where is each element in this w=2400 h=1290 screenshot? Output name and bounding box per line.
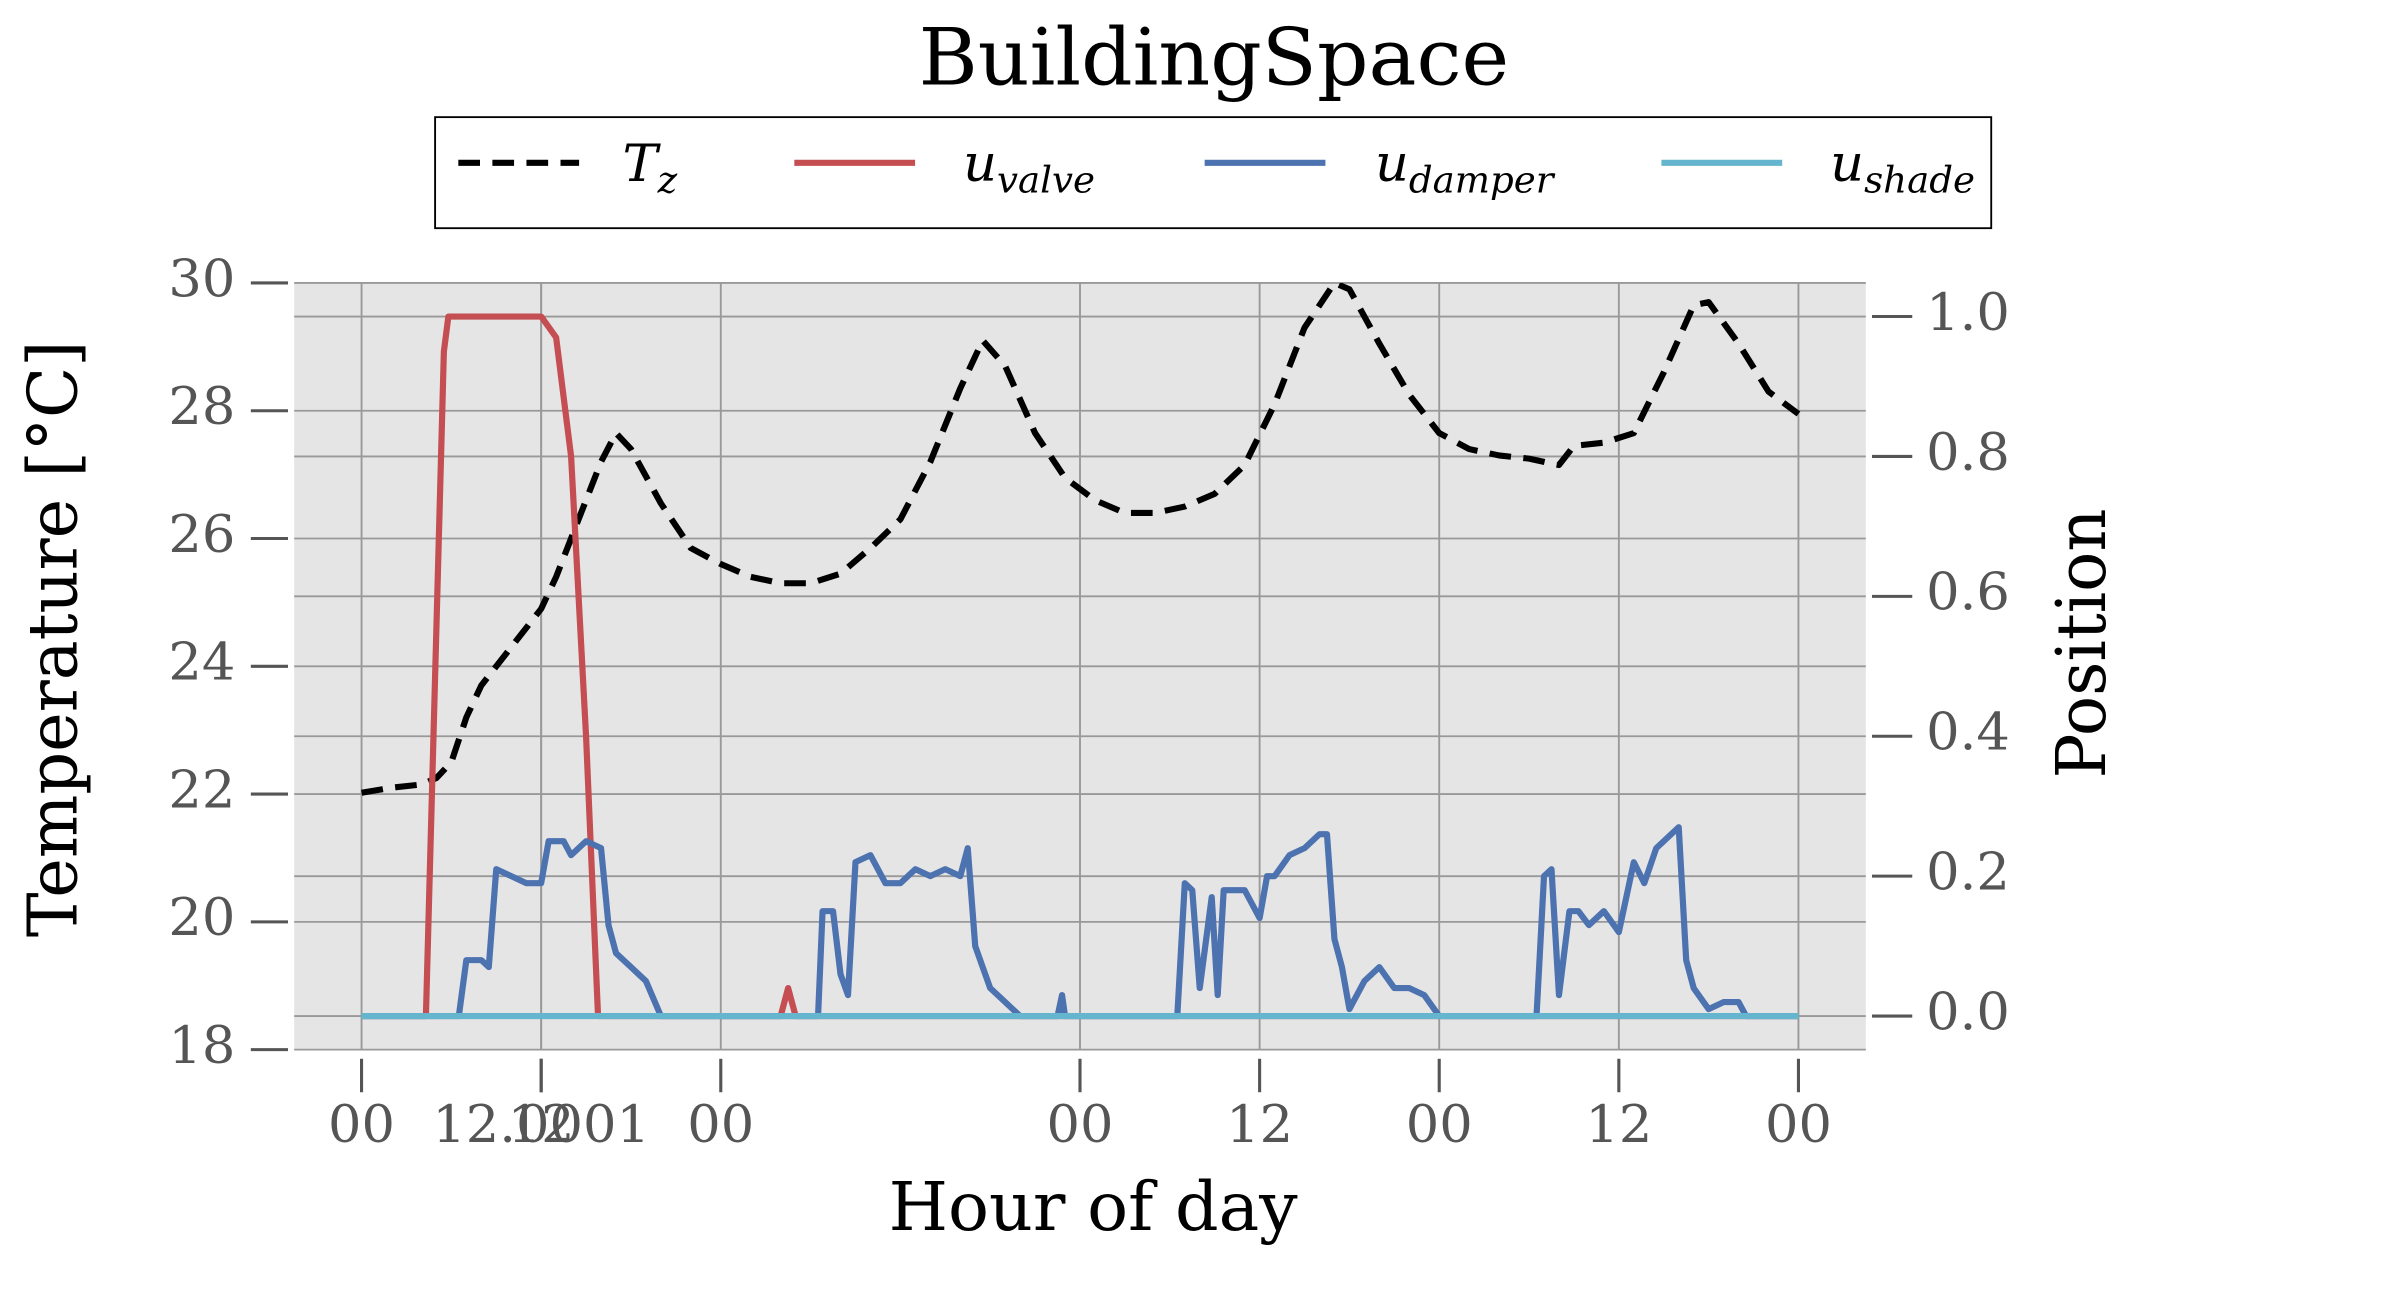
legend-label: udamper: [1375, 134, 1556, 201]
x-tick-label: 00: [687, 1096, 754, 1155]
legend-label: Tz: [622, 134, 677, 201]
x-tick-label: 12.0001: [432, 1096, 650, 1155]
grid: [294, 282, 1866, 1051]
y-tick-label: 28: [168, 378, 235, 437]
y2-axis-label: Position: [2041, 508, 2121, 778]
y-tick-label: 22: [168, 761, 235, 820]
legend-label: ushade: [1830, 134, 1975, 201]
y2-tick-label: 0.2: [1926, 843, 2010, 902]
y2-tick-label: 0.0: [1926, 983, 2010, 1042]
chart-title: BuildingSpace: [919, 11, 1510, 103]
y2-tick-label: 0.4: [1926, 703, 2010, 762]
x-tick-label: 12: [1585, 1096, 1652, 1155]
lines: [361, 282, 1801, 1020]
legend: [434, 116, 1993, 230]
y2-tick-label: 0.6: [1926, 563, 2010, 622]
series-line: [361, 824, 1799, 1020]
y-tick-label: 24: [168, 633, 235, 692]
x-tick-label: 00: [328, 1096, 395, 1155]
x-axis-label: Hour of day: [889, 1167, 1298, 1245]
x-tick-label: 00: [1047, 1096, 1114, 1155]
x-tick-label: 00: [1765, 1096, 1832, 1155]
x-tick-label: 12: [1226, 1096, 1293, 1155]
y-tick-label: 18: [168, 1016, 235, 1075]
x-tick-label: 00: [1406, 1096, 1473, 1155]
y-axis-label: Temperature [°C]: [13, 341, 93, 938]
y2-tick-label: 0.8: [1926, 423, 2010, 482]
series-line: [361, 282, 1801, 796]
x-tick-label: 12: [508, 1096, 575, 1155]
series-line: [361, 313, 1799, 1020]
y2-tick-label: 1.0: [1926, 283, 2010, 342]
y-tick-label: 20: [168, 889, 235, 948]
y-tick-label: 26: [168, 505, 235, 564]
y-tick-label: 30: [168, 250, 235, 309]
legend-label: uvalve: [963, 134, 1095, 201]
